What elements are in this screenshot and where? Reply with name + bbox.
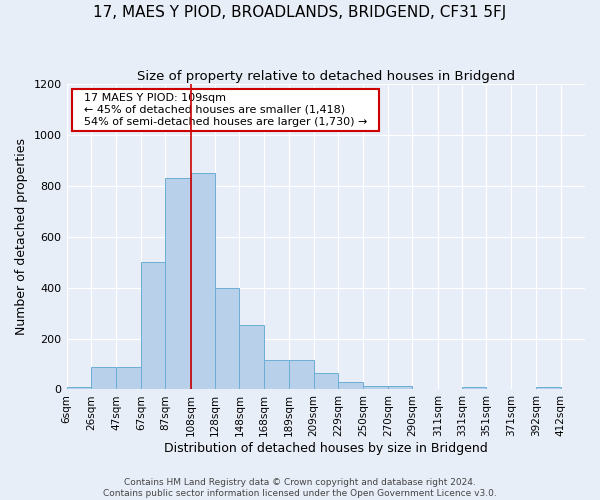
Text: Contains HM Land Registry data © Crown copyright and database right 2024.
Contai: Contains HM Land Registry data © Crown c…: [103, 478, 497, 498]
Bar: [536, 387, 560, 390]
Bar: [289, 360, 314, 390]
Y-axis label: Number of detached properties: Number of detached properties: [15, 138, 28, 336]
Text: 17 MAES Y PIOD: 109sqm
  ← 45% of detached houses are smaller (1,418)
  54% of s: 17 MAES Y PIOD: 109sqm ← 45% of detached…: [77, 94, 374, 126]
Bar: [338, 382, 364, 390]
Title: Size of property relative to detached houses in Bridgend: Size of property relative to detached ho…: [137, 70, 515, 83]
Bar: [364, 386, 388, 390]
Bar: [141, 262, 165, 390]
Bar: [215, 288, 239, 390]
Bar: [239, 324, 264, 390]
Bar: [116, 366, 141, 390]
Bar: [165, 178, 191, 390]
Bar: [462, 387, 487, 390]
Bar: [388, 386, 412, 390]
Text: 17, MAES Y PIOD, BROADLANDS, BRIDGEND, CF31 5FJ: 17, MAES Y PIOD, BROADLANDS, BRIDGEND, C…: [94, 5, 506, 20]
Bar: [67, 387, 91, 390]
X-axis label: Distribution of detached houses by size in Bridgend: Distribution of detached houses by size …: [164, 442, 488, 455]
Bar: [314, 373, 338, 390]
Bar: [91, 366, 116, 390]
Bar: [264, 360, 289, 390]
Bar: [191, 173, 215, 390]
